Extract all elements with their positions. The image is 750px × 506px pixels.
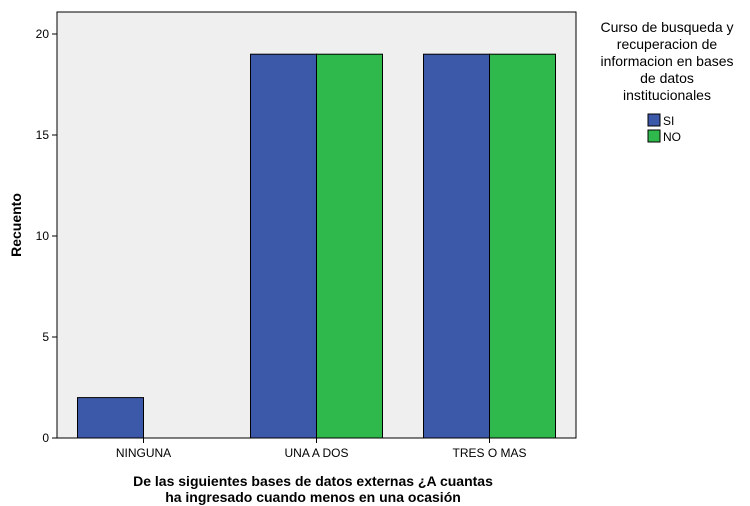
bar xyxy=(77,397,144,439)
x-axis: NINGUNA UNA A DOS TRES O MAS xyxy=(116,438,527,460)
legend-title-line-1: Curso de busqueda y xyxy=(600,19,733,35)
legend-item-label: NO xyxy=(663,130,681,144)
bars xyxy=(77,53,556,439)
bar xyxy=(423,53,490,439)
legend-title-line-3: informacion en bases xyxy=(600,53,733,69)
y-tick-label: 20 xyxy=(36,27,50,41)
legend: Curso de busqueda y recuperacion de info… xyxy=(600,19,733,144)
x-axis-title-line-2: ha ingresado cuando menos en una ocasión xyxy=(165,489,461,505)
legend-title-line-5: institucionales xyxy=(623,87,711,103)
x-axis-title-line-1: De las siguientes bases de datos externa… xyxy=(133,473,493,489)
bar xyxy=(250,53,317,439)
legend-swatch xyxy=(647,129,661,143)
y-axis: 0 5 10 15 20 xyxy=(36,27,57,445)
legend-item-label: SI xyxy=(663,114,674,128)
legend-swatch xyxy=(647,113,661,127)
y-tick-label: 15 xyxy=(36,128,50,142)
x-tick-label: TRES O MAS xyxy=(452,446,526,460)
x-tick-label: NINGUNA xyxy=(116,446,171,460)
legend-title-line-2: recuperacion de xyxy=(617,36,718,52)
y-tick-label: 5 xyxy=(42,330,49,344)
y-tick-label: 0 xyxy=(42,431,49,445)
y-axis-title: Recuento xyxy=(8,193,24,257)
bar xyxy=(316,53,383,439)
legend-items: SI NO xyxy=(647,113,681,144)
bar xyxy=(489,53,556,439)
y-tick-label: 10 xyxy=(36,229,50,243)
legend-title-line-4: de datos xyxy=(640,70,694,86)
x-tick-label: UNA A DOS xyxy=(284,446,348,460)
